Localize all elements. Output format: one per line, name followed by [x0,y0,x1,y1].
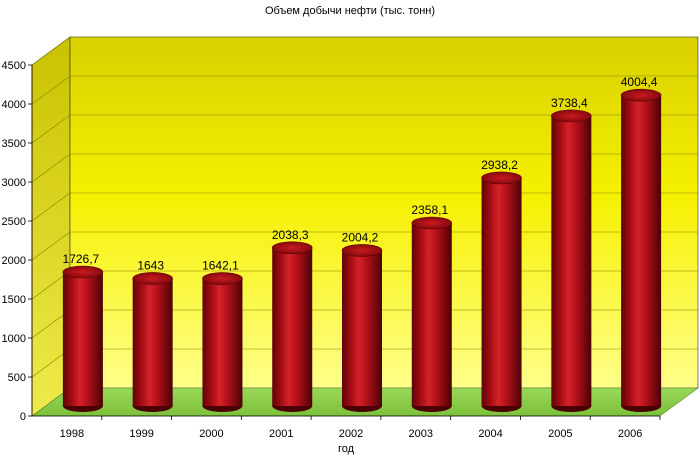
y-tick-label: 1500 [2,294,26,306]
bar-top [551,109,592,123]
bar-2004: 2938,2 [481,158,522,412]
data-label: 1643 [137,258,164,272]
y-tick-label: 0 [20,411,26,423]
x-tick-label: 1998 [60,428,84,440]
x-tick-label: 2005 [548,428,572,440]
bar-body [411,222,452,406]
x-axis: 1998 1999 2000 2001 2002 2003 2004 2005 2006 [32,415,661,440]
bar-top [411,216,453,230]
x-tick-label: 1999 [129,428,153,440]
gridline-side [31,192,71,222]
gridline-side [31,114,71,144]
bar-top [62,265,104,279]
bar-1998: 1726,7 [62,252,104,412]
y-tick-label: 1000 [2,333,26,345]
bar-top [271,241,313,255]
x-tick-label: 2003 [409,428,433,440]
bar-1999: 1643 [132,258,173,412]
x-axis-title: год [338,443,355,455]
data-label: 2038,3 [272,228,309,242]
bar-top [202,272,243,285]
bar-body [481,177,522,406]
y-tick-label: 3000 [2,177,26,189]
bar-2003: 2358,1 [411,203,453,412]
gridline-side [31,36,71,66]
x-tick-label: 2006 [618,428,642,440]
bar-top [481,171,522,185]
x-tick-label: 2001 [269,428,293,440]
y-tick-label: 4500 [2,60,26,72]
back-wall [69,36,699,389]
bar-top [132,272,173,285]
bar-body [62,271,103,406]
bar-body [551,115,592,406]
data-label: 1726,7 [63,252,100,266]
bar-2002: 2004,2 [341,230,383,412]
bar-top [341,244,383,257]
bar-2006: 4004,4 [620,75,662,412]
gridline-side [31,75,71,105]
data-label: 3738,4 [551,96,588,110]
y-tick-label: 3500 [2,138,26,150]
data-label: 2004,2 [342,230,379,244]
y-axis: 0 500 1000 1500 2000 2500 3000 3500 4000 4500 [2,60,33,423]
bar-2000: 1642,1 [202,259,243,412]
y-tick-label: 500 [8,372,26,384]
gridline-side [31,153,71,183]
x-tick-label: 2004 [478,428,502,440]
y-tick-label: 2500 [2,216,26,228]
x-tick-label: 2000 [199,428,223,440]
bar-2001: 2038,3 [271,228,313,412]
bar-2005: 3738,4 [551,96,592,412]
bar-body [202,278,243,406]
chart-title: Объем добычи нефти (тыс. тонн) [265,5,435,17]
bar-body [621,95,662,407]
bar-body [342,250,382,406]
bar-top [620,88,662,102]
data-label: 4004,4 [621,75,658,89]
bar-series: 1726,7 1643 1642,1 2038,3 2004,2 2358,1 2938,2… [63,75,662,412]
data-label: 1642,1 [202,259,239,273]
gridlines [31,36,698,378]
y-tick-label: 4000 [2,99,26,111]
data-label: 2358,1 [411,203,448,217]
x-tick-label: 2002 [339,428,363,440]
bar-body [272,247,313,406]
gridline-side [31,231,71,261]
bar-body [132,278,173,406]
data-label: 2938,2 [481,158,518,172]
y-tick-label: 2000 [2,255,26,267]
